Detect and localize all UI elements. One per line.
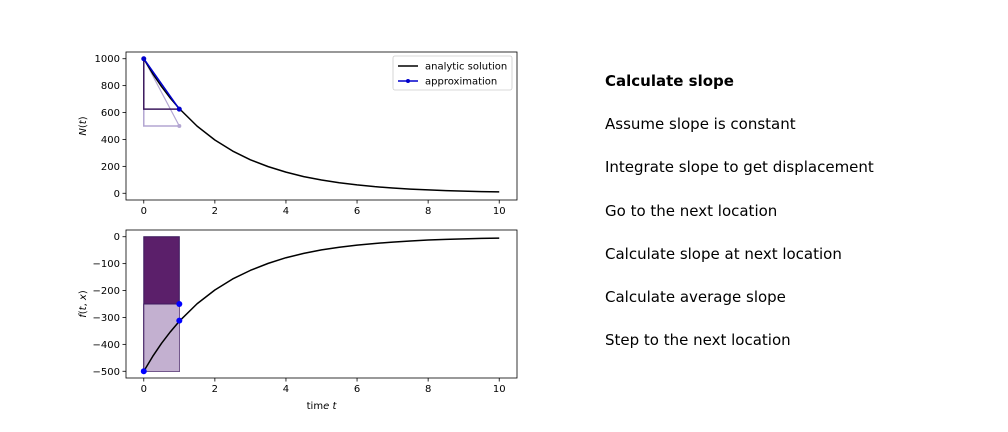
plot-1-ytick-label: 0 [114, 189, 120, 200]
plot-2-frame [125, 229, 518, 379]
plot-2-point-3 [176, 301, 183, 307]
plot-1-xtick-label: 2 [212, 206, 218, 217]
plot-2-series-analytic-solution [143, 237, 500, 372]
plot-2-ytick-label: −400 [93, 340, 120, 351]
plot-2-xtick-label: 2 [212, 384, 218, 395]
plot-2-xtick-label: 8 [425, 384, 431, 395]
plot-2-ytick-label: −100 [93, 259, 120, 270]
plot-2-ytick-label: −300 [93, 313, 120, 324]
plot-1-frame [125, 51, 518, 201]
plot-2-xtick-label: 4 [283, 384, 289, 395]
plot-1-legend-marker [406, 79, 410, 83]
plot-2-xlabel: time t [307, 401, 338, 412]
plot-1-data-group [141, 56, 500, 193]
plot-1-xtick-label: 4 [283, 206, 289, 217]
plot-1-xtick-label: 10 [493, 206, 506, 217]
plot-1-ytick-label: 200 [101, 162, 120, 173]
step-item-6: Calculate average slope [605, 287, 786, 306]
plot-1-series-approximation [143, 58, 180, 110]
step-item-4: Go to the next location [605, 201, 778, 220]
plot-2-xtick-label: 10 [493, 384, 506, 395]
plot-2-xtick-label: 0 [141, 384, 147, 395]
plot-1-ytick-label: 1000 [95, 54, 120, 65]
plot-2-ytick-label: −500 [93, 367, 120, 378]
plot-1-approx-marker [176, 106, 182, 112]
plot-2-data-group [143, 236, 500, 372]
plot-1-slope_step_1-tip [177, 124, 182, 128]
plot-2-ytick-label: −200 [93, 286, 120, 297]
plot-2-xtick-label: 6 [354, 384, 360, 395]
steps-list: Calculate slope Assume slope is constant… [605, 72, 874, 374]
plot-1-xtick-label: 0 [141, 206, 147, 217]
plot-1-legend-label-1: analytic solution [425, 62, 507, 73]
plot-1-xtick-label: 6 [354, 206, 360, 217]
plot-1-ytick-label: 600 [101, 108, 120, 119]
plot-1-ytick-label: 800 [101, 81, 120, 92]
plot-2-ytick-label: 0 [114, 232, 120, 243]
plot-2-ylabel: f(t, x) [78, 290, 89, 318]
step-item-3: Integrate slope to get displacement [605, 158, 874, 177]
step-item-7: Step to the next location [605, 331, 791, 350]
plot-2-point-2 [176, 317, 183, 324]
plot-1-legend-label-2: approximation [425, 77, 497, 88]
plot-1-xtick-label: 8 [425, 206, 431, 217]
plot-1-ytick-label: 400 [101, 135, 120, 146]
plot-1-ylabel: N(t) [78, 116, 89, 135]
plot-1-slope_step_2 [143, 58, 180, 110]
step-item-2: Assume slope is constant [605, 115, 796, 134]
plot-1-approx-marker [141, 56, 147, 62]
plot-2-slope-wedge [143, 304, 180, 372]
step-item-5: Calculate slope at next location [605, 244, 842, 263]
plot-1-legend [392, 55, 513, 91]
step-item-1: Calculate slope [605, 72, 734, 90]
plot-2-point-1 [140, 368, 147, 375]
